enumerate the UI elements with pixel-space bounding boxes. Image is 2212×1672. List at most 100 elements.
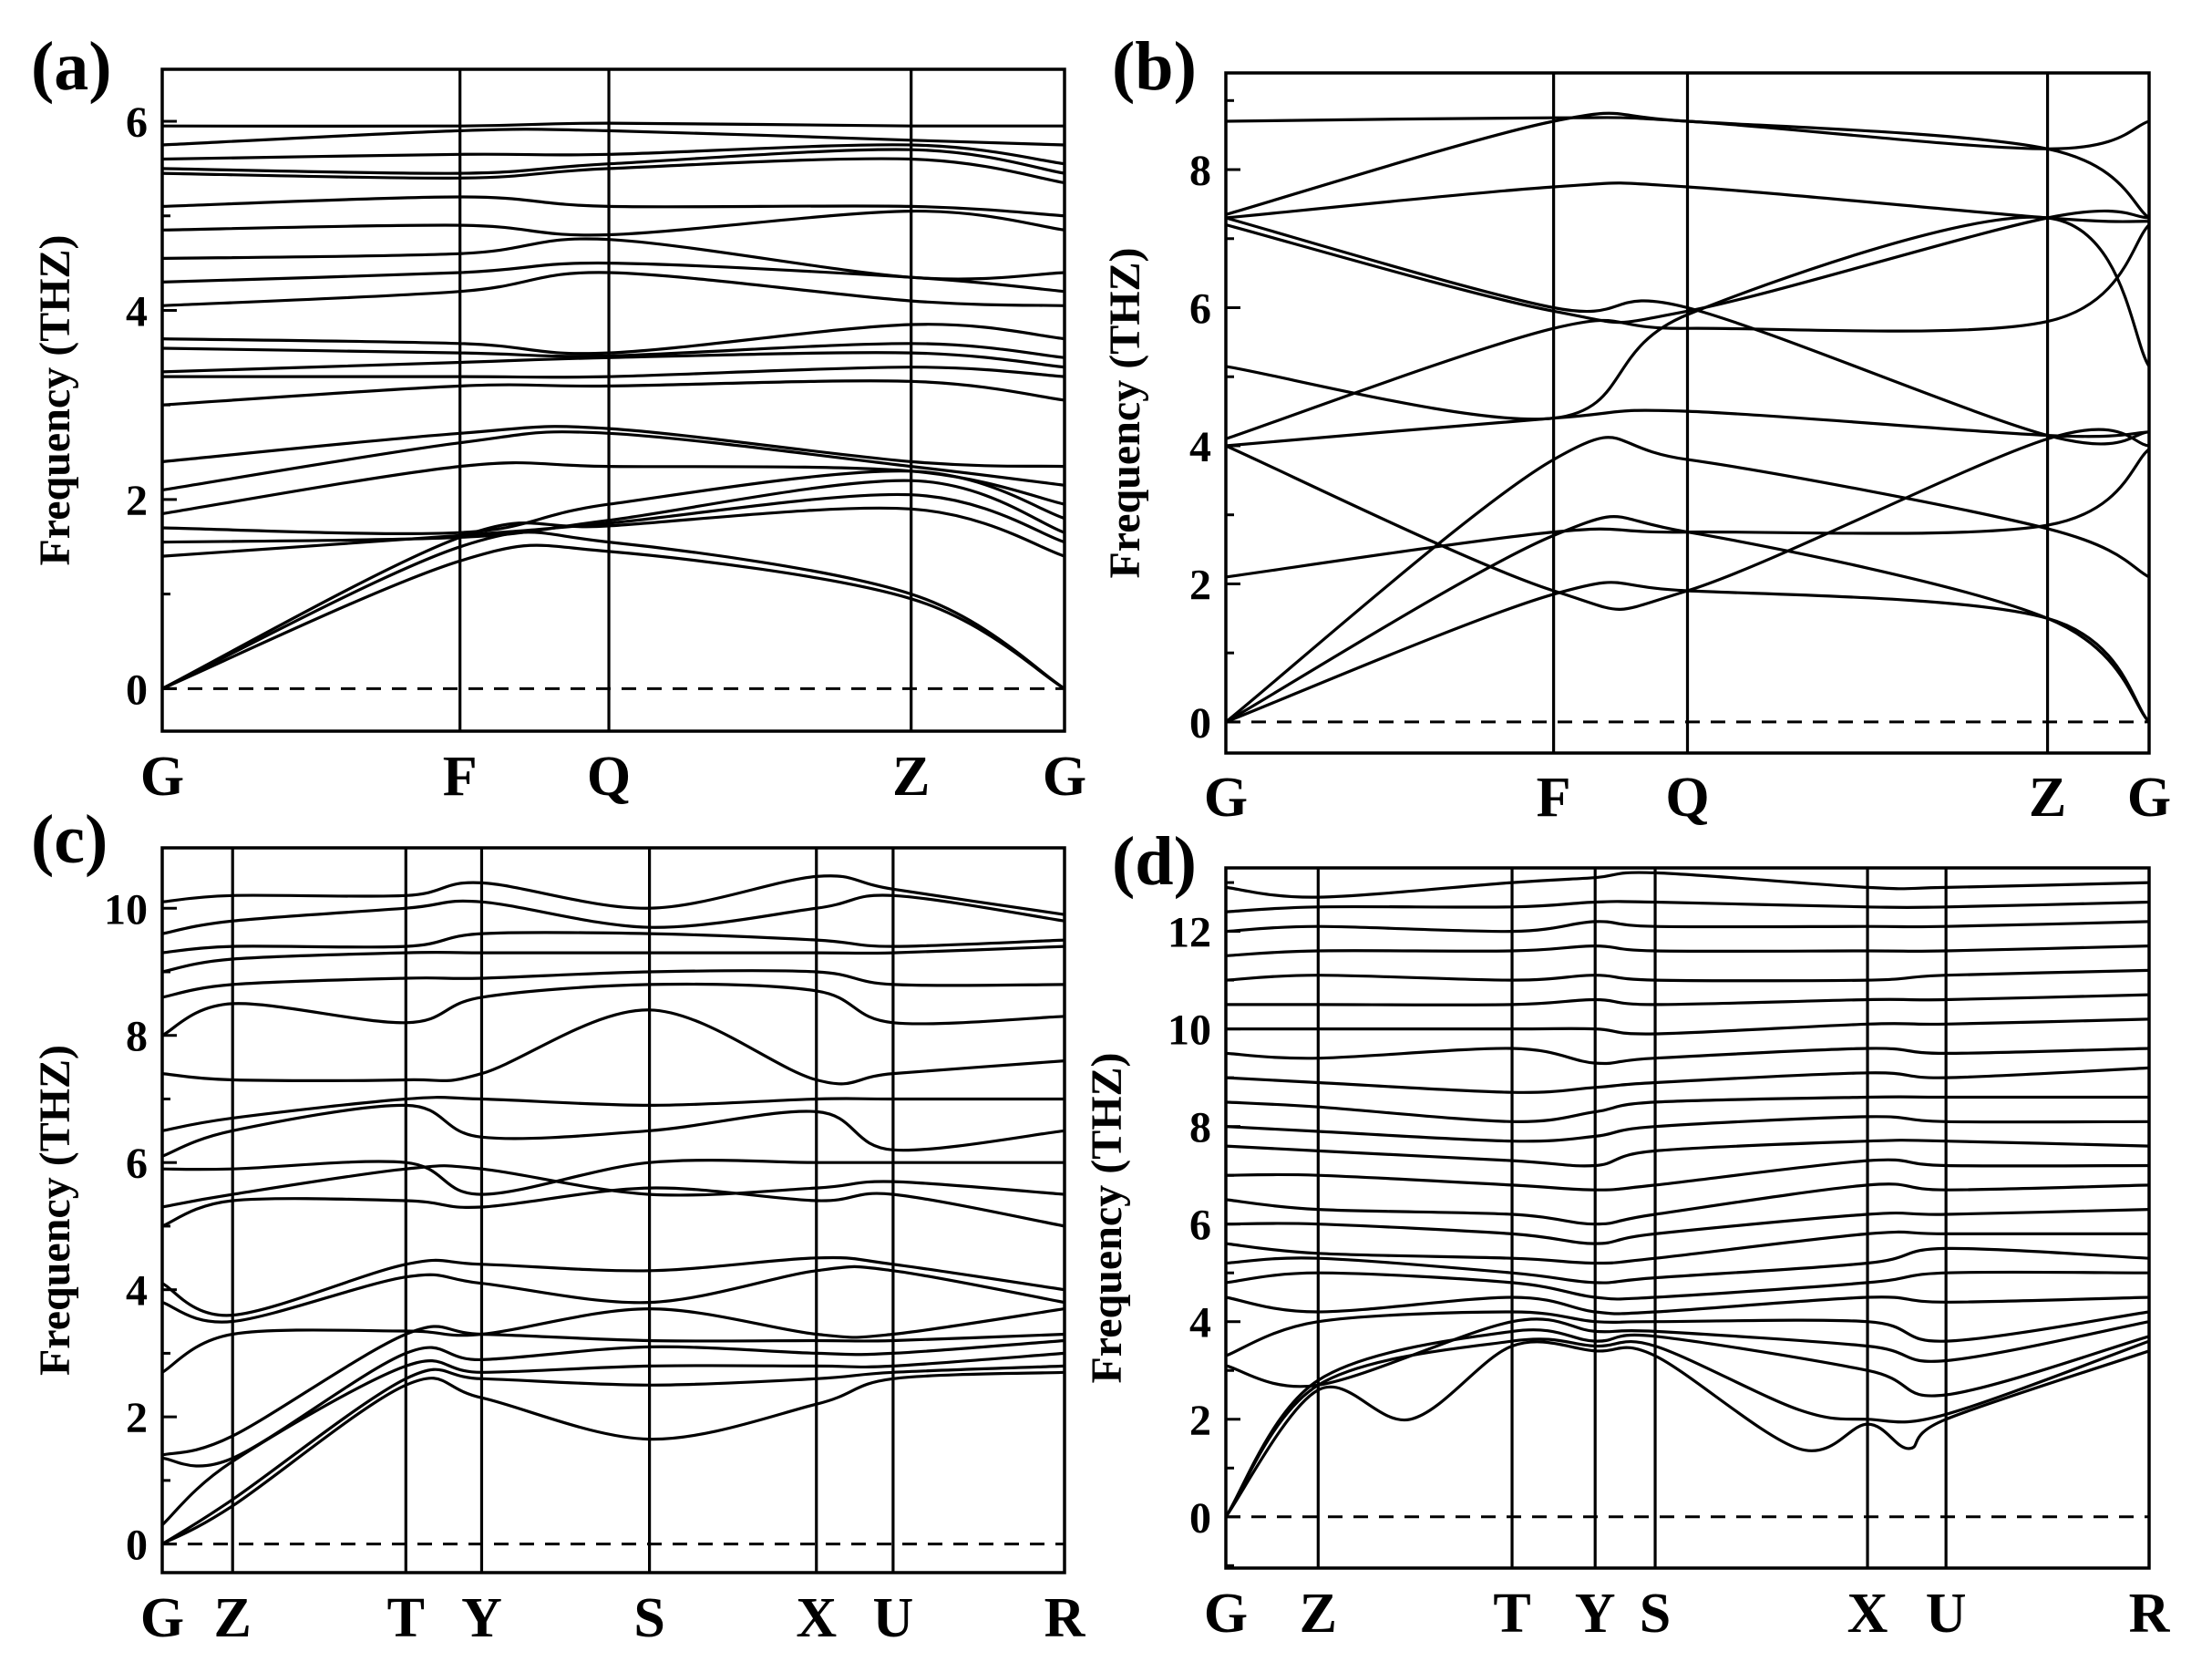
plot-frame: [160, 67, 1066, 733]
y-tick-label: 4: [1189, 1299, 1211, 1347]
band-line: [161, 121, 1065, 129]
y-tick-label: 4: [1189, 423, 1211, 471]
band-line: [1225, 216, 2150, 446]
kpoint-label: U: [1926, 1583, 1967, 1645]
panel-letter: (d): [1112, 823, 1197, 900]
panel-letter: (b): [1112, 28, 1197, 105]
band-line: [161, 1338, 1065, 1468]
kpoint-label: F: [443, 746, 478, 808]
y-tick-label: 2: [1189, 561, 1211, 609]
kpoint-label: X: [796, 1587, 837, 1649]
y-tick-label: 6: [126, 98, 148, 147]
y-tick-label: 0: [126, 1522, 148, 1570]
band-line: [1225, 968, 2150, 983]
band-line: [161, 1370, 1065, 1546]
band-line: [1224, 1340, 2150, 1518]
band-line: [1225, 944, 2150, 957]
y-axis-label: Frequency (THZ): [1083, 1052, 1131, 1383]
y-tick-label: 12: [1168, 909, 1211, 957]
panel-letter: (a): [31, 28, 112, 105]
y-tick-label: 4: [126, 287, 148, 335]
band-line: [161, 506, 1065, 690]
band-line: [1225, 1017, 2150, 1036]
band-line: [161, 1364, 1065, 1545]
band-line: [1225, 1208, 2150, 1245]
band-line: [1225, 1066, 2150, 1094]
band-line: [161, 1186, 1065, 1228]
kpoint-label: T: [387, 1587, 425, 1649]
y-tick-label: 8: [1189, 1104, 1211, 1152]
kpoint-label: Y: [461, 1587, 502, 1649]
kpoint-label: Q: [1665, 767, 1709, 829]
band-line: [1225, 1095, 2149, 1123]
kpoint-label: Z: [1300, 1583, 1337, 1645]
band-line: [1225, 993, 2150, 1006]
band-line: [1225, 1182, 2150, 1226]
band-line: [161, 1096, 1065, 1132]
panel-c: (c) G Z T Y S X U R 0 2 4 6 8 10 Frequency (THZ): [31, 801, 1086, 1649]
band-line: [161, 944, 1065, 974]
kpoint-label: G: [140, 746, 184, 808]
band-line: [1225, 1295, 2150, 1316]
plot-frame: [160, 846, 1066, 1574]
band-line: [161, 379, 1065, 407]
panel-d: (d) G Z T Y S X U R 0 2 4 6 8 10 12 Frequency (THZ): [1083, 823, 2171, 1645]
y-tick-label: 2: [1189, 1397, 1211, 1445]
band-line: [160, 1351, 1065, 1526]
band-line: [161, 195, 1065, 218]
y-axis-label: Frequency (THZ): [31, 1045, 79, 1376]
y-tick-label: 2: [126, 477, 148, 525]
band-line: [161, 460, 1065, 516]
kpoint-label: F: [1537, 767, 1571, 829]
y-tick-label: 6: [1189, 285, 1211, 334]
band-line: [1225, 920, 2150, 934]
band-line: [1225, 1139, 2150, 1168]
kpoint-label: R: [2129, 1583, 2171, 1645]
plot-frame: [1224, 71, 2151, 755]
band-line: [1224, 1337, 2150, 1518]
kpoint-label: Z: [214, 1587, 252, 1649]
y-tick-label: 4: [126, 1267, 148, 1316]
kpoint-label: S: [633, 1587, 664, 1649]
kpoint-label: G: [1204, 767, 1248, 829]
kpoint-label: G: [140, 1587, 184, 1649]
band-line: [161, 893, 1065, 935]
band-line: [1225, 1115, 2150, 1143]
y-axis-label: Frequency (THZ): [31, 234, 79, 565]
panel-letter: (c): [31, 801, 108, 878]
kpoint-label: Y: [1575, 1583, 1616, 1645]
kpoint-label: G: [1204, 1583, 1248, 1645]
plot-frame: [1224, 866, 2151, 1570]
kpoint-label: Z: [892, 746, 930, 808]
band-line: [1225, 1158, 2150, 1192]
y-axis-label: Frequency (THZ): [1101, 247, 1149, 578]
band-line: [161, 931, 1065, 955]
y-tick-label: 8: [1189, 147, 1211, 195]
band-line: [161, 1103, 1065, 1158]
band-line: [161, 128, 1065, 147]
band-line: [1225, 900, 2150, 913]
y-tick-label: 0: [1189, 699, 1211, 748]
kpoint-label: R: [1044, 1587, 1086, 1649]
band-line: [161, 209, 1065, 237]
y-tick-label: 0: [1189, 1494, 1211, 1543]
kpoint-label: Q: [587, 746, 631, 808]
band-line: [161, 1008, 1065, 1086]
panel-a: (a) G F Q Z G 0 2 4 6 Frequency (THZ): [31, 28, 1086, 808]
kpoint-label: Z: [2029, 767, 2066, 829]
band-line: [161, 982, 1065, 1037]
y-tick-label: 2: [126, 1394, 148, 1442]
y-tick-label: 8: [126, 1013, 148, 1061]
band-line: [1225, 1230, 2149, 1265]
kpoint-label: G: [1043, 746, 1086, 808]
kpoint-label: G: [2127, 767, 2171, 829]
kpoint-label: U: [873, 1587, 914, 1649]
kpoint-label: S: [1640, 1583, 1671, 1645]
band-line: [161, 874, 1065, 916]
band-line: [1225, 1047, 2150, 1066]
band-line: [161, 969, 1065, 999]
kpoint-label: T: [1493, 1583, 1530, 1645]
y-tick-label: 0: [126, 666, 148, 714]
